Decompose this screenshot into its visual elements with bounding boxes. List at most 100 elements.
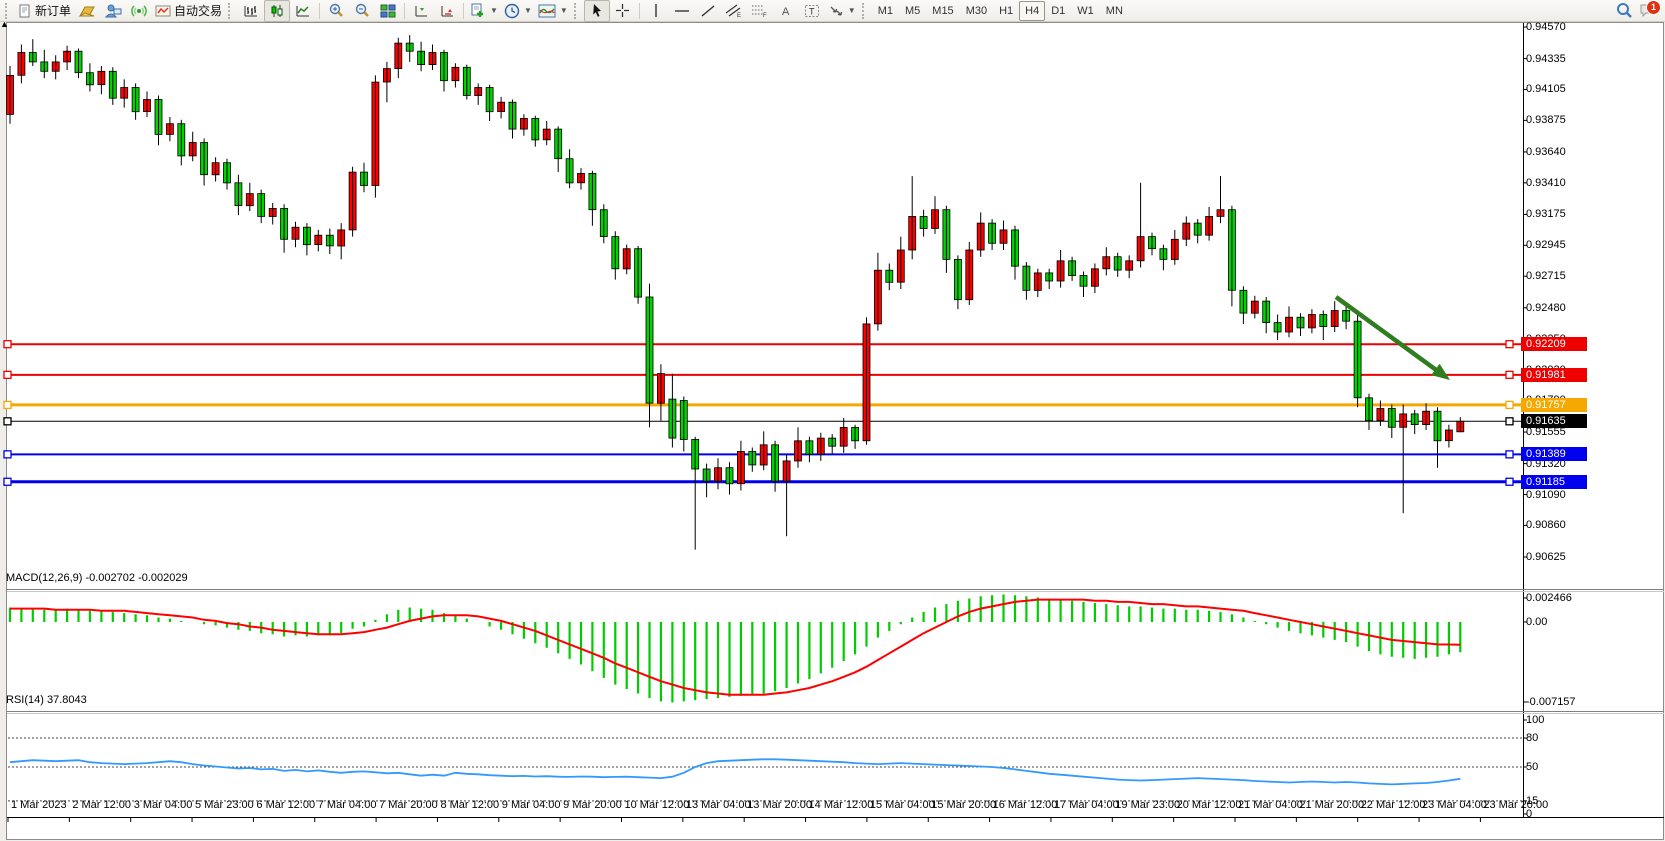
price-tick-label: 0.94105 xyxy=(1526,83,1566,96)
new-chart-button[interactable]: ▼ xyxy=(467,0,501,22)
price-tick-label: 0.91090 xyxy=(1526,488,1566,501)
signals-button[interactable] xyxy=(126,0,152,22)
time-axis-label: 16 Mar 12:00 xyxy=(992,799,1058,811)
profiles-icon xyxy=(78,6,95,16)
chart-shift-button[interactable] xyxy=(408,0,434,22)
horizontal-lines-layer[interactable] xyxy=(3,340,1523,486)
svg-text:T: T xyxy=(809,6,815,16)
chart-shift-icon xyxy=(415,5,428,16)
notification-count-badge: 1 xyxy=(1646,0,1661,15)
price-tick-label: 0.92945 xyxy=(1526,239,1566,252)
profiles-button[interactable] xyxy=(74,0,100,22)
timeframe-button-d1[interactable]: D1 xyxy=(1051,4,1066,17)
price-line-label: 0.91757 xyxy=(1521,397,1587,412)
time-axis-label: 22 Mar 12:00 xyxy=(1360,799,1426,811)
macd-tick-label: 0.00 xyxy=(1526,616,1548,628)
price-line-label: 0.91185 xyxy=(1521,474,1587,489)
cursor-tool-button[interactable] xyxy=(583,0,610,22)
text-label-icon: T xyxy=(804,4,819,17)
trend-arrow-annotation[interactable] xyxy=(1334,295,1450,380)
toolbar-grip[interactable] xyxy=(228,2,235,19)
time-axis-label: 6 Mar 12:00 xyxy=(256,799,316,811)
toolbar-grip[interactable] xyxy=(861,2,869,19)
rsi-indicator-label: RSI(14) 37.8043 xyxy=(6,694,87,706)
trendline-icon xyxy=(701,4,715,17)
new-order-icon xyxy=(19,4,30,17)
timeframe-button-m30[interactable]: M30 xyxy=(965,4,988,17)
autotrading-icon xyxy=(155,5,171,16)
timeframe-toolbar: M1 M5 M15 M30 H1 H4 D1 W1 MN xyxy=(872,0,1129,21)
time-axis-label: 13 Mar 04:00 xyxy=(685,799,751,811)
time-axis-label: 1 Mar 2023 xyxy=(11,799,67,811)
time-axis-label: 19 Mar 23:00 xyxy=(1115,799,1181,811)
timeframe-button-m15[interactable]: M15 xyxy=(932,4,954,17)
price-tick-label: 0.90860 xyxy=(1526,519,1566,532)
timeframe-button-m5[interactable]: M5 xyxy=(905,4,921,17)
rsi-tick-label: 15 xyxy=(1526,794,1539,807)
object-marker-triangle[interactable]: ▲ xyxy=(0,19,9,29)
autotrading-label: 自动交易 xyxy=(174,4,223,18)
time-axis-label: 23 Mar 04:00 xyxy=(1422,799,1487,811)
time-axis-label: 20 Mar 12:00 xyxy=(1176,799,1242,811)
fibonacci-icon: F xyxy=(752,5,767,18)
candlestick-chart-button[interactable] xyxy=(264,0,291,22)
price-line-label: 0.91389 xyxy=(1521,447,1587,462)
text-label-tool-button[interactable]: T xyxy=(799,0,825,22)
bar-chart-button[interactable] xyxy=(238,0,264,22)
toolbar-grip[interactable] xyxy=(573,2,581,19)
price-tick-label: 0.91555 xyxy=(1526,426,1566,439)
new-order-button[interactable]: 新订单 xyxy=(15,0,74,22)
price-tick-label: 0.92480 xyxy=(1526,301,1566,314)
time-axis-label: 21 Mar 20:00 xyxy=(1299,799,1365,811)
arrows-tool-button[interactable]: ▼ xyxy=(825,0,859,22)
notifications-button[interactable]: 1 xyxy=(1639,0,1661,21)
time-axis-label: 7 Mar 20:00 xyxy=(379,799,438,811)
crosshair-icon xyxy=(616,4,630,17)
text-tool-button[interactable]: A xyxy=(773,0,799,22)
periods-caret-icon[interactable]: ▼ xyxy=(523,6,532,15)
zoom-out-button[interactable] xyxy=(349,0,375,22)
rsi-tick-label: 100 xyxy=(1526,714,1545,726)
crosshair-tool-button[interactable] xyxy=(610,0,636,22)
timeframe-button-m1[interactable]: M1 xyxy=(877,4,893,17)
time-axis-label: 8 Mar 12:00 xyxy=(440,799,500,811)
timeframe-button-w1[interactable]: W1 xyxy=(1077,4,1094,17)
market-watch-icon xyxy=(104,4,122,17)
timeframe-button-h4[interactable]: H4 xyxy=(1019,0,1046,21)
auto-scroll-button[interactable] xyxy=(434,0,460,22)
zoom-in-button[interactable] xyxy=(323,0,349,22)
macd-tick-label: 0.002466 xyxy=(1526,592,1572,604)
price-line-label: 0.91981 xyxy=(1521,367,1587,382)
arrows-caret-icon[interactable]: ▼ xyxy=(847,6,856,15)
macd-indicator-label: MACD(12,26,9) -0.002702 -0.002029 xyxy=(6,572,188,584)
indicators-caret-icon[interactable]: ▼ xyxy=(559,6,568,15)
timeframe-button-mn[interactable]: MN xyxy=(1105,4,1123,17)
fibonacci-tool-button[interactable]: F xyxy=(747,0,773,22)
new-chart-caret-icon[interactable]: ▼ xyxy=(490,6,498,15)
svg-text:A: A xyxy=(782,6,790,18)
time-axis-label: 13 Mar 20:00 xyxy=(747,799,813,811)
time-axis-label: 14 Mar 12:00 xyxy=(808,799,874,811)
search-icon[interactable] xyxy=(1616,2,1633,19)
arrows-icon xyxy=(830,6,842,16)
line-chart-button[interactable] xyxy=(290,0,316,22)
timeframe-button-h1[interactable]: H1 xyxy=(999,4,1014,17)
panel-frames-layer xyxy=(7,23,1664,822)
chart-window[interactable] xyxy=(6,22,1664,840)
vertical-line-tool-button[interactable] xyxy=(643,0,669,22)
market-watch-button[interactable] xyxy=(100,0,126,22)
tile-windows-button[interactable] xyxy=(375,0,401,22)
indicators-button[interactable]: ▼ xyxy=(535,0,571,22)
autotrading-button[interactable]: 自动交易 xyxy=(152,0,225,22)
main-toolbar: 新订单 自动交易 ▼ ▼ xyxy=(0,0,1665,22)
new-order-label: 新订单 xyxy=(35,4,72,18)
periods-button[interactable]: ▼ xyxy=(501,0,535,22)
trendline-tool-button[interactable] xyxy=(695,0,721,22)
horizontal-line-tool-button[interactable] xyxy=(669,0,695,22)
vertical-line-icon xyxy=(655,4,657,17)
time-axis-label: 17 Mar 04:00 xyxy=(1053,799,1119,811)
macd-tick-label: -0.007157 xyxy=(1526,696,1576,708)
equidistant-channel-tool-button[interactable]: E xyxy=(721,0,747,22)
toolbar-grip[interactable] xyxy=(5,2,12,19)
